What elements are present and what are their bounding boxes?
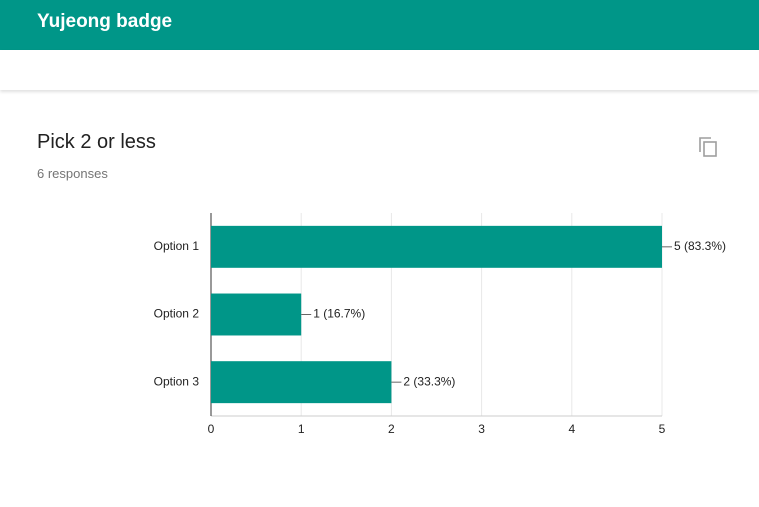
x-tick-label: 1 bbox=[298, 422, 305, 436]
question-title: Pick 2 or less bbox=[37, 131, 156, 153]
x-tick-label: 0 bbox=[208, 422, 215, 436]
copy-icon[interactable] bbox=[699, 137, 717, 157]
form-title: Yujeong badge bbox=[37, 11, 173, 32]
header-spacer bbox=[0, 50, 759, 90]
bar bbox=[211, 293, 302, 336]
value-label: 2 (33.3%) bbox=[403, 374, 455, 388]
bar bbox=[211, 361, 392, 404]
x-tick-label: 5 bbox=[659, 422, 666, 436]
y-tick-label: Option 1 bbox=[154, 239, 200, 253]
value-label: 5 (83.3%) bbox=[674, 239, 726, 253]
copy-icon-back bbox=[699, 137, 711, 152]
x-tick-label: 3 bbox=[478, 422, 485, 436]
response-count: 6 responses bbox=[37, 166, 108, 181]
y-tick-label: Option 2 bbox=[154, 307, 200, 321]
bar bbox=[211, 225, 662, 268]
y-tick-label: Option 3 bbox=[154, 374, 200, 388]
x-tick-label: 2 bbox=[388, 422, 395, 436]
header-bar: Yujeong badge bbox=[0, 0, 759, 50]
x-tick-label: 4 bbox=[568, 422, 575, 436]
copy-icon-front bbox=[703, 141, 717, 157]
value-label: 1 (16.7%) bbox=[313, 307, 365, 321]
